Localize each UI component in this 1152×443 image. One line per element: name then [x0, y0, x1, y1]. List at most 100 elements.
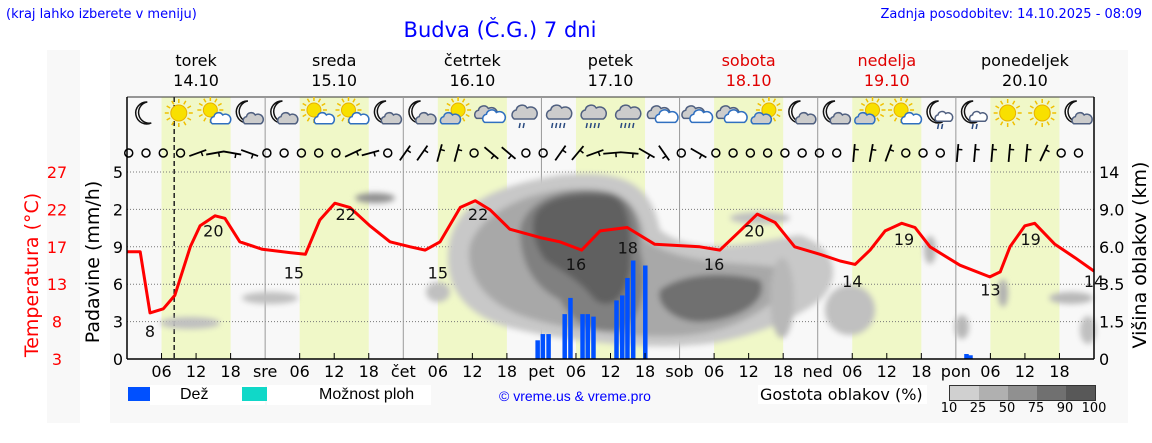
- rain-bar: [968, 355, 973, 359]
- cloud-shape: [545, 104, 573, 120]
- sun-disc: [170, 104, 188, 122]
- wind-barb-icon: [223, 150, 242, 159]
- wind-barb-flag: [871, 148, 877, 151]
- sun-ray: [198, 113, 203, 118]
- wind-calm-icon: [538, 148, 548, 158]
- sun-ray: [904, 98, 909, 103]
- raindrop: [624, 122, 627, 129]
- wind-barb-shaft: [189, 149, 207, 157]
- precipitation-tick: 0: [113, 350, 123, 369]
- rain-cloud-icon: [614, 104, 642, 129]
- wind-barb-shaft: [399, 145, 411, 161]
- hour-tick-label: 06: [704, 362, 724, 381]
- sun-ray: [1000, 121, 1004, 126]
- wind-barb-shaft: [436, 144, 443, 162]
- day-date: 14.10: [173, 71, 219, 90]
- sun-ray: [865, 98, 869, 103]
- wind-calm-icon: [158, 148, 169, 158]
- raindrop: [593, 122, 596, 129]
- sun-ray: [302, 102, 307, 107]
- sun-ray: [772, 117, 777, 122]
- wind-barb-flag: [457, 148, 463, 152]
- cloud-area: [1080, 316, 1096, 344]
- raindrop: [620, 122, 623, 129]
- sun-ray: [183, 121, 187, 126]
- wind-barb-shaft: [990, 143, 994, 163]
- temperature-tick: 3: [52, 350, 62, 369]
- wind-barb-flag: [597, 151, 601, 157]
- sun-icon: [993, 99, 1022, 127]
- cloud-density-ticks: 10 25 50 75 90 100: [930, 401, 1110, 419]
- sun-ray: [461, 117, 466, 122]
- raindrop: [632, 122, 635, 129]
- wind-calm-icon: [123, 148, 134, 158]
- day-name: četrtek: [443, 51, 501, 70]
- sun-ray: [171, 100, 175, 105]
- hour-tick-label: 18: [497, 362, 517, 381]
- wind-barb-flag: [373, 151, 376, 157]
- day-header: nedelja 19.10: [827, 51, 947, 91]
- sun-ray: [1034, 121, 1038, 126]
- cloud-area: [242, 292, 298, 304]
- wind-barb-shaft: [361, 149, 380, 157]
- cloud-shape: [968, 110, 988, 122]
- raindrop: [936, 123, 940, 130]
- cloud-shape: [439, 111, 462, 125]
- hour-tick-label: 06: [289, 362, 309, 381]
- sun-ray: [776, 102, 781, 107]
- cloud-shape: [750, 111, 773, 125]
- wind-barb-shaft: [416, 145, 429, 161]
- wind-calm-icon: [313, 148, 324, 158]
- sun-ray: [893, 98, 898, 103]
- cloud-shape: [689, 109, 714, 124]
- precipitation-tick: 9: [113, 238, 123, 257]
- sun-ray: [187, 117, 192, 121]
- hour-tick-label: 18: [635, 362, 655, 381]
- sun-ray: [465, 102, 470, 107]
- sun-cloud-icon: [197, 97, 232, 125]
- rain-bar: [546, 334, 551, 359]
- rain-cloud-light-icon: [511, 104, 538, 129]
- cloud-area: [355, 193, 395, 203]
- sun-icon: [164, 99, 193, 127]
- sun-disc: [340, 102, 356, 118]
- sun-ray: [306, 117, 311, 122]
- cloud-shape: [654, 109, 679, 124]
- temperature-label: 8: [145, 322, 155, 341]
- cloud-shape: [829, 111, 852, 125]
- temperature-label: 19: [894, 230, 914, 249]
- sun-ray: [1050, 117, 1055, 121]
- moon-shape: [134, 101, 152, 125]
- wind-barb-icon: [501, 146, 517, 160]
- rain-bar: [580, 314, 585, 359]
- sun-icon: [1028, 99, 1057, 127]
- wind-barb-icon: [973, 143, 980, 163]
- wind-barb-icon: [1039, 144, 1050, 162]
- moon-rain-icon: [960, 100, 988, 130]
- temperature-axis-title: Temperatura (°C): [21, 192, 43, 358]
- moon-icon: [134, 101, 152, 125]
- copyright-link[interactable]: © vreme.us & vreme.pro: [499, 388, 651, 404]
- wind-barb-shaft: [603, 151, 622, 155]
- raindrop: [975, 123, 978, 130]
- wind-barb-shaft: [884, 144, 893, 162]
- sun-ray: [203, 117, 207, 122]
- cloud-shape: [209, 111, 232, 125]
- moon-shape: [926, 100, 943, 124]
- wind-barb-icon: [884, 144, 895, 162]
- wind-barb-flag: [698, 154, 703, 160]
- wind-calm-icon: [780, 148, 790, 158]
- sun-ray: [171, 121, 175, 126]
- cloud-area: [659, 274, 762, 322]
- cloud-height-tick: 1.5: [1099, 313, 1124, 332]
- wind-barb-flag: [355, 151, 360, 156]
- wind-barb-flag: [217, 152, 221, 157]
- wind-calm-icon: [141, 148, 151, 158]
- raindrop: [628, 122, 631, 129]
- sun-ray: [166, 117, 171, 121]
- wind-calm-icon: [1056, 148, 1066, 158]
- sun-ray: [776, 113, 781, 118]
- raindrop: [550, 122, 554, 129]
- wind-barb-shaft: [483, 146, 499, 160]
- wind-barb-icon: [554, 145, 567, 161]
